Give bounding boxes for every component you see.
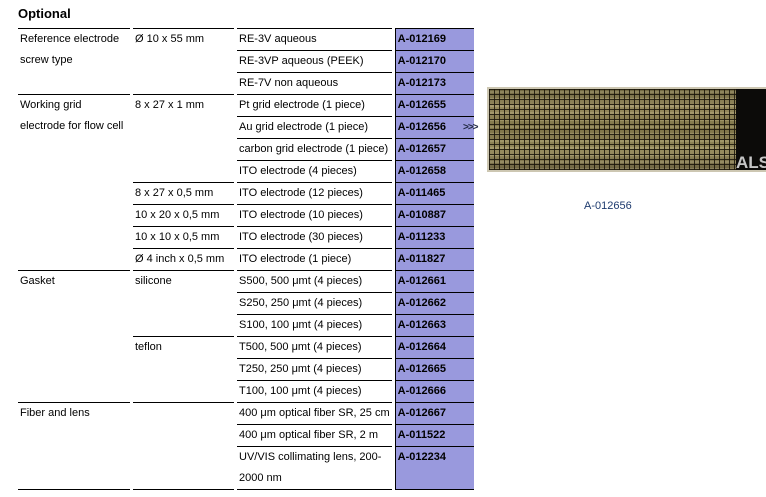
code-cell: A-012664 — [394, 337, 474, 359]
size-cell: 8 x 27 x 1 mm — [133, 95, 234, 183]
code-cell: A-012657 — [394, 139, 474, 161]
size-cell: 8 x 27 x 0,5 mm — [133, 183, 234, 205]
code-cell: A-012658 — [394, 161, 474, 183]
code-cell: A-012170 — [394, 51, 474, 73]
code-cell: A-012234 — [394, 447, 474, 490]
table-row: Ø 4 inch x 0,5 mm ITO electrode (1 piece… — [18, 249, 474, 271]
table-row: S250, 250 μmt (4 pieces) A-012662 — [18, 293, 474, 315]
section-title: Optional — [18, 6, 71, 21]
description-cell: 400 μm optical fiber SR, 2 m — [237, 425, 392, 447]
code-cell: A-012665 — [394, 359, 474, 381]
description-cell: T500, 500 μmt (4 pieces) — [237, 337, 392, 359]
description-cell: RE-3V aqueous — [237, 28, 392, 51]
code-cell: A-011522 — [394, 425, 474, 447]
description-cell: S100, 100 μmt (4 pieces) — [237, 315, 392, 337]
table-row: ITO electrode (4 pieces) A-012658 — [18, 161, 474, 183]
code-cell: A-011233 — [394, 227, 474, 249]
code-cell: A-012663 — [394, 315, 474, 337]
description-cell: ITO electrode (30 pieces) — [237, 227, 392, 249]
size-cell: Ø 4 inch x 0,5 mm — [133, 249, 234, 271]
table-row: S100, 100 μmt (4 pieces) A-012663 — [18, 315, 474, 337]
table-row: Au grid electrode (1 piece) A-012656 — [18, 117, 474, 139]
size-cell: teflon — [133, 337, 234, 403]
code-cell: A-010887 — [394, 205, 474, 227]
table-row: RE-7V non aqueous A-012173 — [18, 73, 474, 95]
table-row: RE-3VP aqueous (PEEK) A-012170 — [18, 51, 474, 73]
code-cell: A-011827 — [394, 249, 474, 271]
code-cell: A-012169 — [394, 28, 474, 51]
category-cell: Gasket — [18, 271, 130, 403]
description-cell: T250, 250 μmt (4 pieces) — [237, 359, 392, 381]
table-row: teflon T500, 500 μmt (4 pieces) A-012664 — [18, 337, 474, 403]
category-cell: Reference electrode screw type — [18, 28, 130, 95]
description-cell: S250, 250 μmt (4 pieces) — [237, 293, 392, 315]
table-row: T250, 250 μmt (4 pieces) A-012665 — [18, 359, 474, 381]
code-cell: A-012655 — [394, 95, 474, 117]
table-row: carbon grid electrode (1 piece) A-012657 — [18, 139, 474, 161]
size-cell: silicone — [133, 271, 234, 337]
description-cell: Pt grid electrode (1 piece) — [237, 95, 392, 117]
table-row: 8 x 27 x 0,5 mm ITO electrode (12 pieces… — [18, 183, 474, 205]
grid-mesh-texture — [489, 89, 736, 170]
description-cell: ITO electrode (4 pieces) — [237, 161, 392, 183]
code-cell: A-012173 — [394, 73, 474, 95]
table-row: 10 x 20 x 0,5 mm ITO electrode (10 piece… — [18, 205, 474, 227]
description-cell: ITO electrode (12 pieces) — [237, 183, 392, 205]
description-cell: 400 μm optical fiber SR, 25 cm — [237, 403, 392, 425]
optional-products-table: Reference electrode screw type Ø 10 x 55… — [15, 28, 477, 490]
size-cell: 10 x 20 x 0,5 mm — [133, 205, 234, 227]
size-cell — [133, 403, 234, 490]
description-cell: UV/VIS collimating lens, 200-2000 nm — [237, 447, 392, 490]
code-cell: A-012666 — [394, 381, 474, 403]
description-cell: RE-3VP aqueous (PEEK) — [237, 51, 392, 73]
table-row: UV/VIS collimating lens, 200-2000 nm A-0… — [18, 447, 474, 490]
code-cell: A-011465 — [394, 183, 474, 205]
description-cell: RE-7V non aqueous — [237, 73, 392, 95]
description-cell: carbon grid electrode (1 piece) — [237, 139, 392, 161]
table-row: T100, 100 μmt (4 pieces) A-012666 — [18, 381, 474, 403]
photo-dark-panel: ALS — [736, 89, 766, 170]
description-cell: S500, 500 μmt (4 pieces) — [237, 271, 392, 293]
description-cell: ITO electrode (10 pieces) — [237, 205, 392, 227]
table-row: Fiber and lens 400 μm optical fiber SR, … — [18, 403, 474, 490]
size-cell: 10 x 10 x 0,5 mm — [133, 227, 234, 249]
product-photo-au-grid-electrode: ALS — [487, 87, 766, 172]
description-cell: Au grid electrode (1 piece) — [237, 117, 392, 139]
pointer-arrows-icon: >>> — [463, 122, 479, 133]
category-cell: Fiber and lens — [18, 403, 130, 490]
code-cell: A-012661 — [394, 271, 474, 293]
table-row: Reference electrode screw type Ø 10 x 55… — [18, 28, 474, 95]
table-row: 400 μm optical fiber SR, 2 m A-011522 — [18, 425, 474, 447]
als-logo: ALS — [736, 153, 766, 172]
description-cell: ITO electrode (1 piece) — [237, 249, 392, 271]
table-row: Gasket silicone S500, 500 μmt (4 pieces)… — [18, 271, 474, 403]
photo-caption: A-012656 — [584, 200, 632, 212]
table-row: 10 x 10 x 0,5 mm ITO electrode (30 piece… — [18, 227, 474, 249]
category-cell: Working grid electrode for flow cell — [18, 95, 130, 271]
table-row: Working grid electrode for flow cell 8 x… — [18, 95, 474, 271]
code-cell: A-012662 — [394, 293, 474, 315]
code-cell: A-012667 — [394, 403, 474, 425]
size-cell: Ø 10 x 55 mm — [133, 28, 234, 95]
description-cell: T100, 100 μmt (4 pieces) — [237, 381, 392, 403]
code-cell: A-012656 — [394, 117, 474, 139]
